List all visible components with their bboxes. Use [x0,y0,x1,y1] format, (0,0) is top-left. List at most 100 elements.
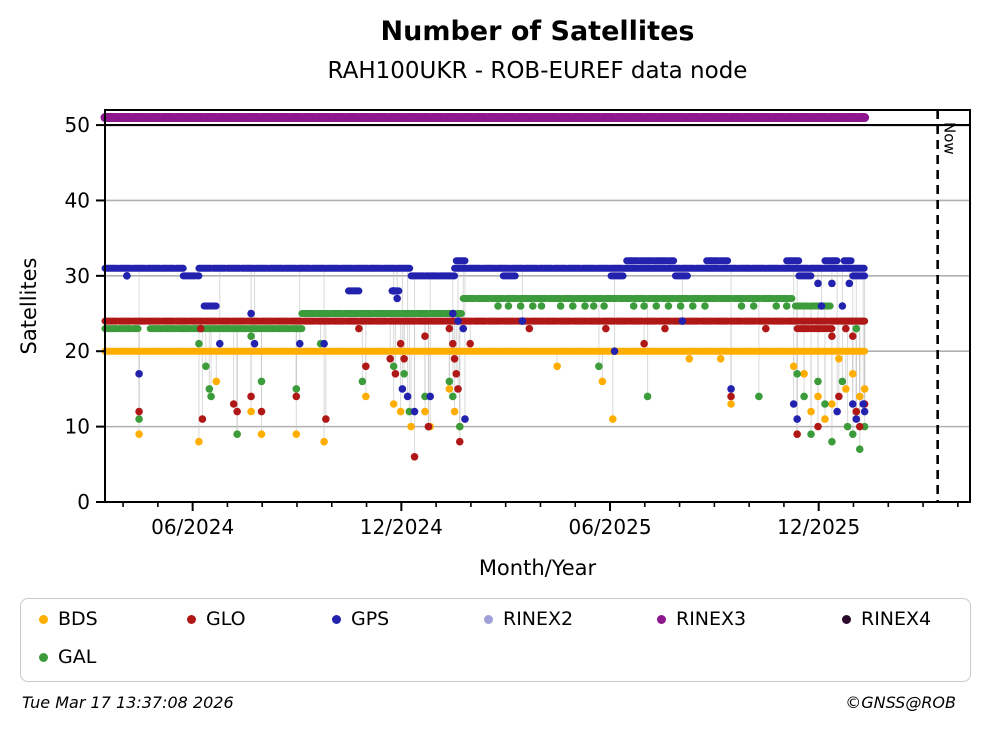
data-point-glo [852,407,861,416]
data-point-gal [504,302,513,310]
data-point-bds [247,407,255,416]
legend-label: BDS [58,608,98,630]
data-point-bds [135,430,143,438]
data-point-glo [454,385,462,393]
data-point-gal [445,377,454,386]
data-point-gal [569,302,577,310]
data-point-bds [195,437,203,446]
now-label: Now [941,122,959,155]
data-point-glo [396,339,405,348]
legend-item-glo: GLO [187,608,246,630]
x-tick-label: 12/2024 [360,515,443,539]
data-point-gal [358,377,367,386]
data-point-gal [664,302,673,310]
data-point-gps [859,400,868,408]
data-point-glo [727,392,735,401]
data-point-gal [421,392,429,401]
data-point-gal [838,377,847,386]
data-point-gal [643,392,652,401]
data-point-bds [553,362,561,371]
data-point-bds [716,354,725,363]
data-point-gal [807,430,815,438]
data-point-gps [250,339,259,348]
data-point-bds [445,385,454,393]
data-point-glo [828,332,836,340]
data-point-glo [452,370,461,378]
data-point-glo [421,332,429,340]
data-point-gps [828,279,836,288]
data-point-gal [772,302,781,310]
data-point-gal [629,302,638,310]
data-point-gal [516,302,525,310]
y-tick-label: 10 [65,415,90,439]
data-point-gps [860,407,869,416]
data-point-glo [386,354,395,363]
data-point-gps [295,339,304,348]
data-point-glo [455,437,464,446]
data-point-gps [459,324,468,333]
data-point-bds [320,437,328,446]
data-point-gal [800,392,808,401]
data-point-glo [855,422,864,431]
data-point-gal [595,362,603,371]
data-point-bds [789,362,798,371]
legend-item-rinex4: RINEX4 [842,608,931,630]
data-point-glo [602,324,610,333]
data-point-glo [661,324,669,333]
data-point-gal [848,430,857,438]
data-point-gal [843,422,852,431]
legend-label: GAL [58,646,97,668]
data-point-glo [835,392,843,401]
data-point-glo [391,370,400,378]
data-point-gps [461,415,469,423]
data-point-glo [322,415,330,423]
data-point-gal [676,302,685,310]
legend-label: RINEX3 [676,608,747,630]
data-point-gal [755,392,763,401]
data-point-bds [807,407,815,416]
data-point-bds [212,377,221,386]
legend-item-bds: BDS [39,608,98,630]
data-point-gal [233,430,241,438]
y-tick-label: 20 [65,339,90,363]
legend-item-rinex3: RINEX3 [657,608,746,630]
data-point-gal [556,302,565,310]
data-point-gal [494,302,502,310]
data-point-gps [426,392,435,401]
data-point-gal [389,362,398,371]
y-tick-label: 30 [65,264,90,288]
data-point-gps [817,302,826,310]
data-point-gal [749,302,758,310]
data-point-glo [229,400,238,408]
legend-label: GLO [206,608,246,630]
data-point-bds [598,377,607,386]
timestamp-label: Tue Mar 17 13:37:08 2026 [22,693,234,712]
data-point-bds [407,422,415,431]
data-point-gal [455,422,464,431]
data-point-gal [640,302,648,310]
legend-label: GPS [351,608,390,630]
y-tick-label: 0 [77,490,90,514]
satellites-time-series-plot: Now 0 10 20 30 40 50 06/2024 12/2024 06/2025 12/20… [17,109,971,580]
legend-item-gal: GAL [39,646,96,668]
data-point-gal [135,415,143,423]
data-point-gps [727,385,735,393]
legend-marker-rinex2-icon [484,614,493,624]
legend-label: RINEX4 [861,608,932,630]
data-point-gal [405,407,414,416]
data-point-glo [292,392,301,401]
x-tick-label: 12/2025 [777,515,860,539]
data-point-gal [828,437,836,446]
data-point-bds [362,392,370,401]
x-axis-label: Month/Year [479,556,597,580]
data-point-gps [789,400,798,408]
data-point-bds [800,370,808,378]
y-tick-label: 40 [65,188,90,212]
data-point-gps [848,400,857,408]
data-point-gps [852,415,861,423]
data-point-glo [424,422,433,431]
y-axis-label: Satellites [17,258,41,355]
data-point-glo [233,407,241,416]
data-point-glo [135,407,143,416]
data-point-gps [449,309,457,318]
